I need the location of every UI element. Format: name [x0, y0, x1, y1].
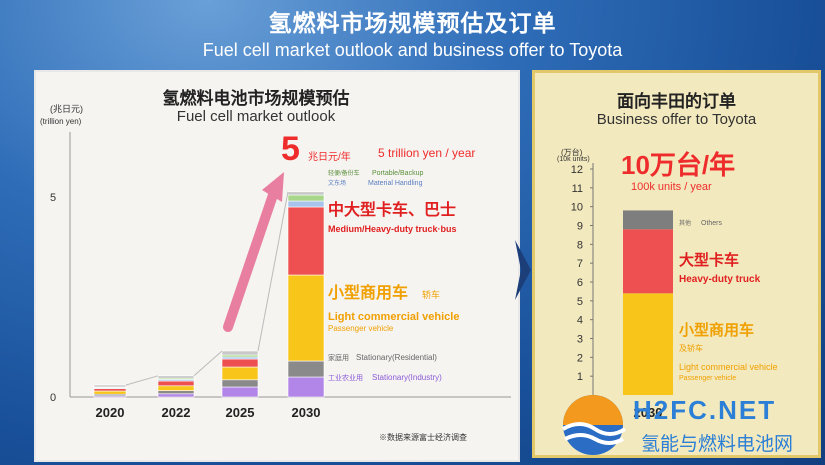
y-tick-label: 5 — [50, 192, 56, 204]
y-tick-label: 3 — [577, 334, 583, 346]
toyota-offer-panel: 面向丰田的订单 Business offer to Toyota (万台) (1… — [532, 70, 821, 458]
x-tick-label: 2025 — [226, 405, 255, 420]
bar-segment — [93, 390, 127, 395]
series-label: Medium/Heavy-duty truck·bus — [328, 224, 457, 234]
bar-segment — [93, 384, 127, 388]
y-tick-label: 2 — [577, 352, 583, 364]
bar-segment — [221, 386, 259, 398]
bar-segment — [157, 375, 195, 379]
y-tick-label: 0 — [50, 392, 56, 404]
y-tick-label: 1 — [577, 371, 583, 383]
series-label-zh: 其他 — [679, 219, 691, 227]
series-label-zh: 文东场 — [328, 179, 346, 187]
bar-segment — [287, 191, 325, 196]
right-highlight-zh: 10万台/年 — [621, 150, 736, 180]
connector-line — [125, 375, 159, 386]
series-label: Stationary(Industry) — [372, 373, 442, 382]
series-label: Portable/Backup — [372, 170, 423, 177]
series-label-sub: Passenger vehicle — [679, 375, 736, 382]
bar-segment — [157, 390, 195, 395]
bar-segment — [221, 358, 259, 368]
series-label-zh: 工业农业用 — [328, 373, 363, 382]
series-label: Heavy-duty truck — [679, 274, 761, 285]
y-tick-label: 5 — [577, 296, 583, 308]
growth-arrowhead-icon — [262, 172, 284, 202]
page-title-en: Fuel cell market outlook and business of… — [202, 40, 623, 60]
source-footnote: ※数据来源富士经济调查 — [379, 433, 467, 442]
bar-segment — [287, 376, 325, 398]
series-label-extra: 及轿车 — [679, 343, 703, 353]
series-label: Light commercial vehicle — [328, 311, 459, 323]
x-tick-label: 2030 — [292, 405, 321, 420]
bar-segment — [287, 360, 325, 378]
bar-segment — [93, 388, 127, 392]
bar-segment — [623, 229, 673, 294]
x-tick-label: 2022 — [162, 405, 191, 420]
series-label: Material Handling — [368, 180, 423, 187]
market-outlook-chart: 0 5 2020 2022 2025 2030 工业农业用 Stationary(Indust… — [50, 132, 511, 420]
y-tick-label: 6 — [577, 277, 583, 289]
series-label-zh: 小型商用车 — [328, 283, 408, 302]
left-highlight-en: 5 trillion yen / year — [378, 146, 476, 160]
left-panel-title-zh: 氢燃料电池市场规模预估 — [162, 89, 350, 109]
transition-arrow-icon — [515, 240, 531, 300]
series-label-extra: 轿车 — [422, 289, 440, 300]
series-label: Stationary(Residential) — [356, 353, 437, 362]
bar-segment — [287, 200, 325, 208]
y-tick-label: 9 — [577, 221, 583, 233]
left-unit-zh: (兆日元) — [50, 104, 83, 114]
bar-segment — [623, 293, 673, 395]
growth-arrow-icon — [223, 187, 279, 332]
left-highlight-unit: 兆日元/年 — [308, 152, 351, 163]
right-unit-zh: (万台) — [561, 148, 583, 157]
left-unit-en: (trillion yen) — [40, 117, 82, 126]
y-tick-label: 10 — [571, 202, 583, 214]
connector-line — [193, 350, 223, 377]
connector-line — [257, 191, 289, 352]
bar-segment — [287, 206, 325, 276]
right-highlight-en: 100k units / year — [631, 181, 712, 193]
bar-segment — [221, 379, 259, 388]
bar-segment — [221, 366, 259, 381]
bar-segment — [157, 393, 195, 398]
series-label-sub: Passenger vehicle — [328, 324, 394, 333]
watermark-brand-zh: 氢能与燃料电池网 — [641, 434, 794, 455]
bar-segment — [221, 350, 259, 356]
y-tick-label: 11 — [572, 183, 583, 195]
x-tick-label: 2020 — [96, 405, 125, 420]
market-outlook-panel: 氢燃料电池市场规模预估 Fuel cell market outlook (兆日… — [34, 70, 520, 462]
y-tick-label: 12 — [571, 164, 583, 176]
series-label: Light commercial vehicle — [679, 362, 778, 372]
bar-segment — [287, 274, 325, 362]
series-label-zh: 中大型卡车、巴士 — [328, 200, 456, 219]
page-title-zh: 氢燃料市场规模预估及订单 — [268, 11, 557, 37]
bar-segment — [157, 385, 195, 391]
x-tick-label: 2030 — [634, 405, 663, 420]
left-panel-title-en: Fuel cell market outlook — [176, 108, 336, 125]
y-tick-label: 8 — [577, 239, 583, 251]
right-panel-title-en: Business offer to Toyota — [596, 111, 757, 128]
h2fc-logo-icon — [561, 395, 627, 455]
watermark-brand: H2FC.NET — [633, 395, 777, 425]
series-label-zh: 轻便/备份车 — [328, 169, 360, 177]
bar-segment — [623, 210, 673, 230]
right-panel-title-zh: 面向丰田的订单 — [617, 92, 736, 112]
bar-segment — [287, 194, 325, 202]
bar-segment — [157, 380, 195, 387]
series-label-zh: 小型商用车 — [679, 321, 754, 339]
right-unit-en: (10k units) — [557, 156, 590, 163]
left-highlight-number: 5 — [281, 130, 300, 168]
h2fc-watermark: H2FC.NET 氢能与燃料电池网 — [555, 385, 825, 465]
series-label-zh: 大型卡车 — [679, 251, 739, 269]
series-label: Others — [701, 220, 723, 227]
series-label-zh: 家庭用 — [328, 353, 349, 362]
y-tick-label: 4 — [577, 315, 583, 327]
y-tick-label: 7 — [577, 258, 583, 270]
